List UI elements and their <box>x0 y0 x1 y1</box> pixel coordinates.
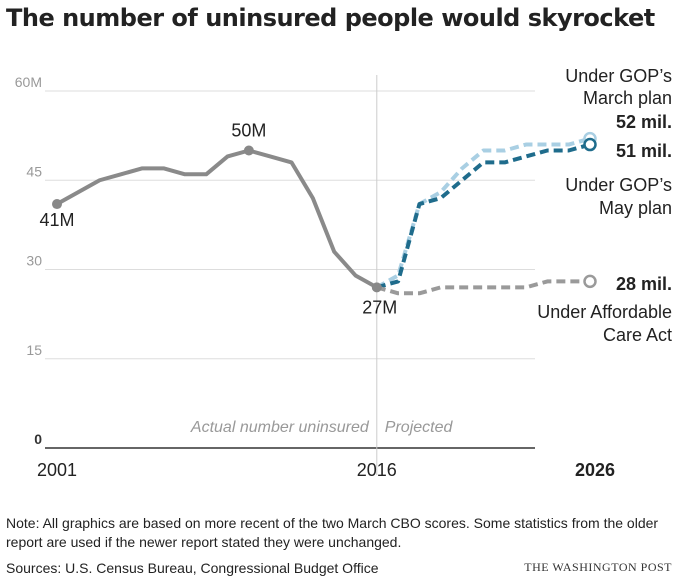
note: Note: All graphics are based on more rec… <box>6 515 659 550</box>
y-tick-label: 30 <box>26 253 42 269</box>
series-name-march: March plan <box>583 88 672 108</box>
y-tick-label: 0 <box>34 431 42 447</box>
series-line-may <box>376 142 591 290</box>
x-tick-label: 2016 <box>357 460 397 480</box>
x-tick-label: 2001 <box>37 460 77 480</box>
y-tick-label: 15 <box>26 342 42 358</box>
end-marker-may <box>583 137 597 152</box>
point-marker <box>52 199 62 210</box>
series-name-may: Under GOP’s <box>565 175 672 195</box>
credit-logo: THE WASHINGTON POST <box>524 560 672 574</box>
end-marker-aca <box>583 274 597 289</box>
point-label: 50M <box>231 121 266 141</box>
series-name-march: Under GOP’s <box>565 66 672 86</box>
point-label: 41M <box>39 210 74 230</box>
point-marker <box>243 145 254 156</box>
end-value-aca: 28 mil. <box>616 274 672 294</box>
line-chart: 0 15 30 45 60M Actual number uninsured Project… <box>15 66 672 480</box>
point-label: 27M <box>362 297 397 317</box>
y-tick-label: 45 <box>26 163 42 179</box>
y-tick-label: 60M <box>15 74 42 90</box>
region-label-projected: Projected <box>385 419 454 436</box>
end-value-march: 52 mil. <box>616 112 672 132</box>
series-line-actual <box>56 148 378 290</box>
series-name-may: May plan <box>599 198 672 218</box>
sources: Sources: U.S. Census Bureau, Congression… <box>6 560 379 576</box>
point-marker <box>371 282 382 293</box>
series-line-aca <box>376 279 590 296</box>
region-label-actual: Actual number uninsured <box>190 419 370 436</box>
end-value-may: 51 mil. <box>616 141 672 161</box>
x-tick-label: 2026 <box>575 460 615 480</box>
series-name-aca: Under Affordable <box>537 302 672 322</box>
series-line-march <box>375 136 591 290</box>
chart-title: The number of uninsured people would sky… <box>6 4 655 32</box>
series-name-aca: Care Act <box>603 325 672 345</box>
